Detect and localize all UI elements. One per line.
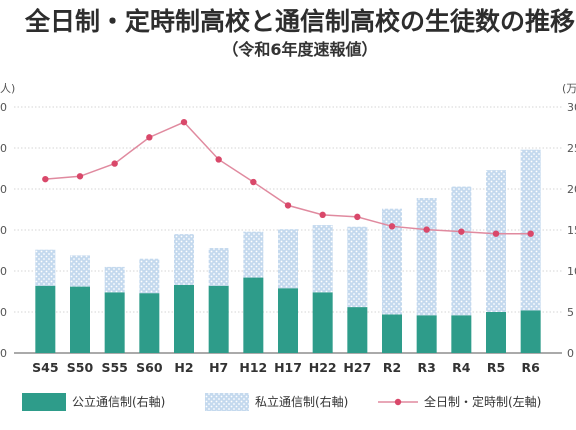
category-label: R2 — [383, 360, 401, 375]
right-axis-tick: 5 — [567, 306, 574, 319]
line-point — [354, 213, 361, 221]
line-point — [42, 175, 49, 183]
bar-private — [243, 231, 264, 278]
bar-public — [347, 307, 368, 353]
category-label: S55 — [101, 360, 127, 375]
category-label: H7 — [209, 360, 228, 375]
bar-public — [520, 310, 541, 353]
line-point — [458, 228, 465, 235]
bar-private — [70, 255, 90, 287]
category-label: S45 — [32, 360, 58, 375]
line-point — [146, 134, 153, 141]
left-axis-tick: 0 — [0, 347, 7, 360]
bar-private — [139, 258, 160, 294]
line-point — [527, 230, 534, 237]
legend-swatch-public — [22, 393, 66, 411]
category-label: R6 — [522, 360, 541, 375]
category-label: R5 — [487, 360, 505, 375]
category-label: R3 — [418, 360, 436, 375]
bar-public — [382, 314, 402, 353]
category-label: H2 — [174, 360, 193, 375]
legend-swatch-marker — [394, 398, 402, 406]
bar-public — [278, 288, 298, 353]
line-point — [250, 178, 257, 186]
line-point — [388, 223, 396, 230]
category-label: H12 — [239, 360, 267, 375]
bar-private — [312, 225, 333, 293]
bar-public — [416, 315, 437, 353]
bar-private — [35, 249, 56, 286]
bar-public — [312, 292, 333, 353]
right-axis-unit: (万 — [562, 82, 576, 95]
left-axis-tick: 0 — [0, 265, 7, 278]
bar-public — [243, 277, 264, 353]
bar-private — [416, 198, 437, 316]
bar-public — [70, 286, 90, 353]
left-axis-tick: 0 — [0, 306, 7, 319]
left-axis-tick: 0 — [0, 183, 7, 196]
category-label: H22 — [309, 360, 337, 375]
left-axis-tick: 0 — [0, 142, 7, 155]
bar-private — [208, 248, 229, 286]
left-axis-unit: 人) — [0, 82, 15, 95]
line-point — [111, 160, 118, 167]
right-axis-tick: 30 — [567, 101, 576, 114]
line-point — [76, 173, 84, 180]
bar-public — [35, 285, 56, 353]
category-label: S50 — [67, 360, 94, 375]
legend-label-total: 全日制・定時制(左軸) — [424, 394, 541, 409]
bar-public — [208, 285, 229, 353]
bar-private — [382, 208, 402, 315]
chart-subtitle: （令和6年度速報値） — [222, 40, 378, 59]
bar-private — [174, 234, 194, 285]
bar-public — [139, 293, 160, 353]
left-axis-tick: 0 — [0, 224, 7, 237]
chart-title: 全日制・定時制高校と通信制高校の生徒数の推移 — [24, 7, 575, 36]
legend-label-public: 公立通信制(右軸) — [72, 394, 165, 409]
bar-private — [278, 229, 298, 289]
left-axis-tick: 0 — [0, 101, 7, 114]
category-label: S60 — [136, 360, 163, 375]
right-axis-tick: 20 — [567, 183, 576, 196]
bar-private — [486, 170, 506, 312]
bar-public — [104, 292, 125, 353]
line-point — [284, 202, 292, 209]
line-point — [215, 156, 222, 163]
line-point — [180, 118, 188, 126]
bar-public — [451, 315, 472, 353]
right-axis-tick: 10 — [567, 265, 576, 278]
bar-private — [104, 266, 125, 293]
line-point — [492, 230, 500, 237]
right-axis-tick: 25 — [567, 142, 576, 155]
legend-label-private: 私立通信制(右軸) — [255, 394, 348, 409]
line-point — [423, 226, 430, 233]
category-label: R4 — [452, 360, 471, 375]
category-label: H27 — [343, 360, 371, 375]
right-axis-tick: 15 — [567, 224, 576, 237]
bar-private — [520, 149, 541, 311]
right-axis-tick: 0 — [567, 347, 574, 360]
line-point — [319, 211, 326, 219]
category-label: H17 — [274, 360, 302, 375]
legend-swatch-private — [205, 393, 249, 411]
bar-public — [174, 284, 194, 353]
bar-public — [486, 312, 506, 353]
bar-private — [451, 186, 472, 316]
bar-private — [347, 226, 368, 308]
